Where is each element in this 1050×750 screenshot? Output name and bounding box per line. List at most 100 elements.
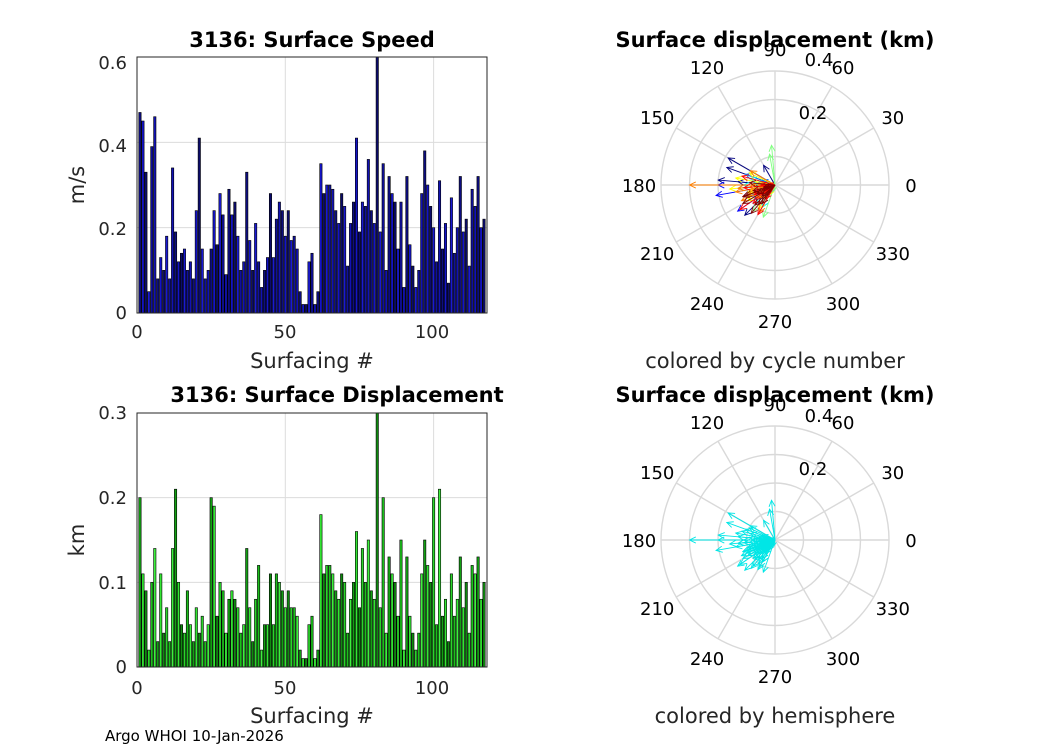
speed-bar (182, 248, 186, 314)
polar-cycle-vector (751, 184, 776, 193)
polar-cycle-vector (742, 183, 776, 191)
polar-cycle-spoke (774, 184, 875, 243)
speed-bar (197, 137, 201, 314)
polar-displacement-hemisphere: Surface displacement (km) 0 30 60 90 120 150 1… (615, 383, 934, 728)
polar-hemisphere-spoke (774, 482, 875, 541)
displacement-bar (310, 615, 314, 668)
displacement-bar (417, 632, 421, 668)
displacement-bar (197, 632, 201, 668)
speed-bar (153, 116, 157, 314)
displacement-bar (304, 658, 308, 668)
displacement-bar (357, 607, 361, 668)
speed-bar (352, 201, 356, 314)
displacement-bar (206, 624, 210, 668)
polar-cycle-angle-label: 300 (826, 294, 860, 315)
displacement-bar (384, 632, 388, 668)
speed-bar (304, 304, 308, 314)
displacement-bar (452, 615, 456, 668)
displacement-bar (174, 488, 178, 668)
polar-cycle-spoke (774, 85, 833, 186)
displacement-bar (153, 548, 157, 668)
polar-hemisphere-vector (742, 538, 776, 546)
displacement-bar (402, 649, 406, 668)
displacement-bar (458, 556, 462, 668)
speed-bar (363, 206, 367, 314)
polar-cycle-vector (762, 184, 776, 219)
speed-axes-box (136, 56, 488, 314)
displacement-yticks: 0 0.1 0.2 0.3 (98, 403, 127, 678)
displacement-bar (298, 649, 302, 668)
speed-bar (346, 265, 350, 314)
speed-bar (378, 231, 382, 314)
displacement-bar (168, 641, 172, 668)
speed-bar (334, 210, 338, 314)
speed-bar (479, 227, 483, 314)
polar-cycle-angle-label: 120 (690, 58, 724, 79)
displacement-bar (435, 624, 439, 668)
speed-yticks: 0 0.2 0.4 0.6 (98, 53, 127, 324)
speed-bar (257, 261, 261, 314)
polar-hemisphere-angle-label: 180 (622, 531, 656, 552)
speed-bar (390, 193, 394, 314)
polar-cycle-angle-label: 60 (832, 58, 855, 79)
speed-bars (138, 56, 486, 314)
speed-bar (271, 257, 275, 314)
displacement-axes-box (136, 412, 488, 668)
displacement-bar (355, 531, 358, 668)
displacement-bar (390, 573, 394, 668)
displacement-bar (280, 590, 284, 668)
polar-hemisphere-angle-labels: 0 30 60 90 120 150 180 210 240 270 300 330 (622, 395, 917, 688)
displacement-bar (375, 412, 379, 668)
speed-bar (446, 282, 450, 314)
displacement-bar (414, 649, 418, 668)
displacement-xtick-label: 50 (274, 678, 297, 699)
polar-hemisphere-vector (768, 499, 776, 541)
displacement-bar (283, 607, 287, 668)
displacement-bar (307, 624, 311, 668)
speed-bar (328, 184, 332, 314)
displacement-bar (325, 565, 329, 668)
displacement-bar (138, 497, 142, 668)
speed-bar (452, 252, 456, 314)
displacement-bar (274, 573, 278, 668)
polar-cycle-vector (740, 174, 776, 186)
speed-bar (194, 210, 198, 314)
polar-hemisphere-angle-label: 150 (640, 463, 674, 484)
displacement-bar (177, 582, 181, 668)
speed-bar (260, 287, 264, 314)
displacement-bar (251, 641, 255, 668)
speed-ytick-label: 0.2 (98, 219, 127, 240)
displacement-bar (408, 615, 412, 668)
polar-cycle-grid (660, 70, 890, 300)
displacement-bar (461, 607, 465, 668)
displacement-bar (150, 582, 154, 668)
displacement-bar (464, 582, 468, 668)
displacement-ytick-label: 0.2 (98, 488, 127, 509)
speed-bar (426, 184, 430, 314)
displacement-bar (263, 624, 267, 668)
polar-hemisphere-angle-label: 0 (905, 531, 916, 552)
displacement-bar (343, 582, 347, 668)
speed-bar (295, 248, 299, 314)
speed-xticks: 0 50 100 (131, 322, 449, 343)
displacement-bar (381, 497, 385, 668)
displacement-bar (194, 607, 198, 668)
speed-bar (387, 176, 391, 314)
speed-bar (191, 278, 195, 314)
polar-cycle-spoke (774, 184, 833, 285)
polar-cycle-radius-labels: 0.2 0.4 (799, 50, 834, 124)
speed-bar (286, 210, 290, 314)
speed-bar (162, 270, 166, 314)
speed-bar (266, 257, 269, 314)
speed-bar (209, 248, 213, 314)
polar-hemisphere-grid (660, 425, 890, 655)
speed-bar (399, 201, 403, 314)
displacement-bar (271, 624, 275, 668)
speed-xtick-label: 0 (131, 322, 142, 343)
polar-cycle-vector (739, 184, 776, 211)
speed-bar (203, 278, 207, 314)
speed-bar (180, 252, 183, 314)
polar-cycle-vector (757, 184, 776, 216)
speed-bar (396, 248, 400, 314)
speed-bar (159, 257, 163, 314)
